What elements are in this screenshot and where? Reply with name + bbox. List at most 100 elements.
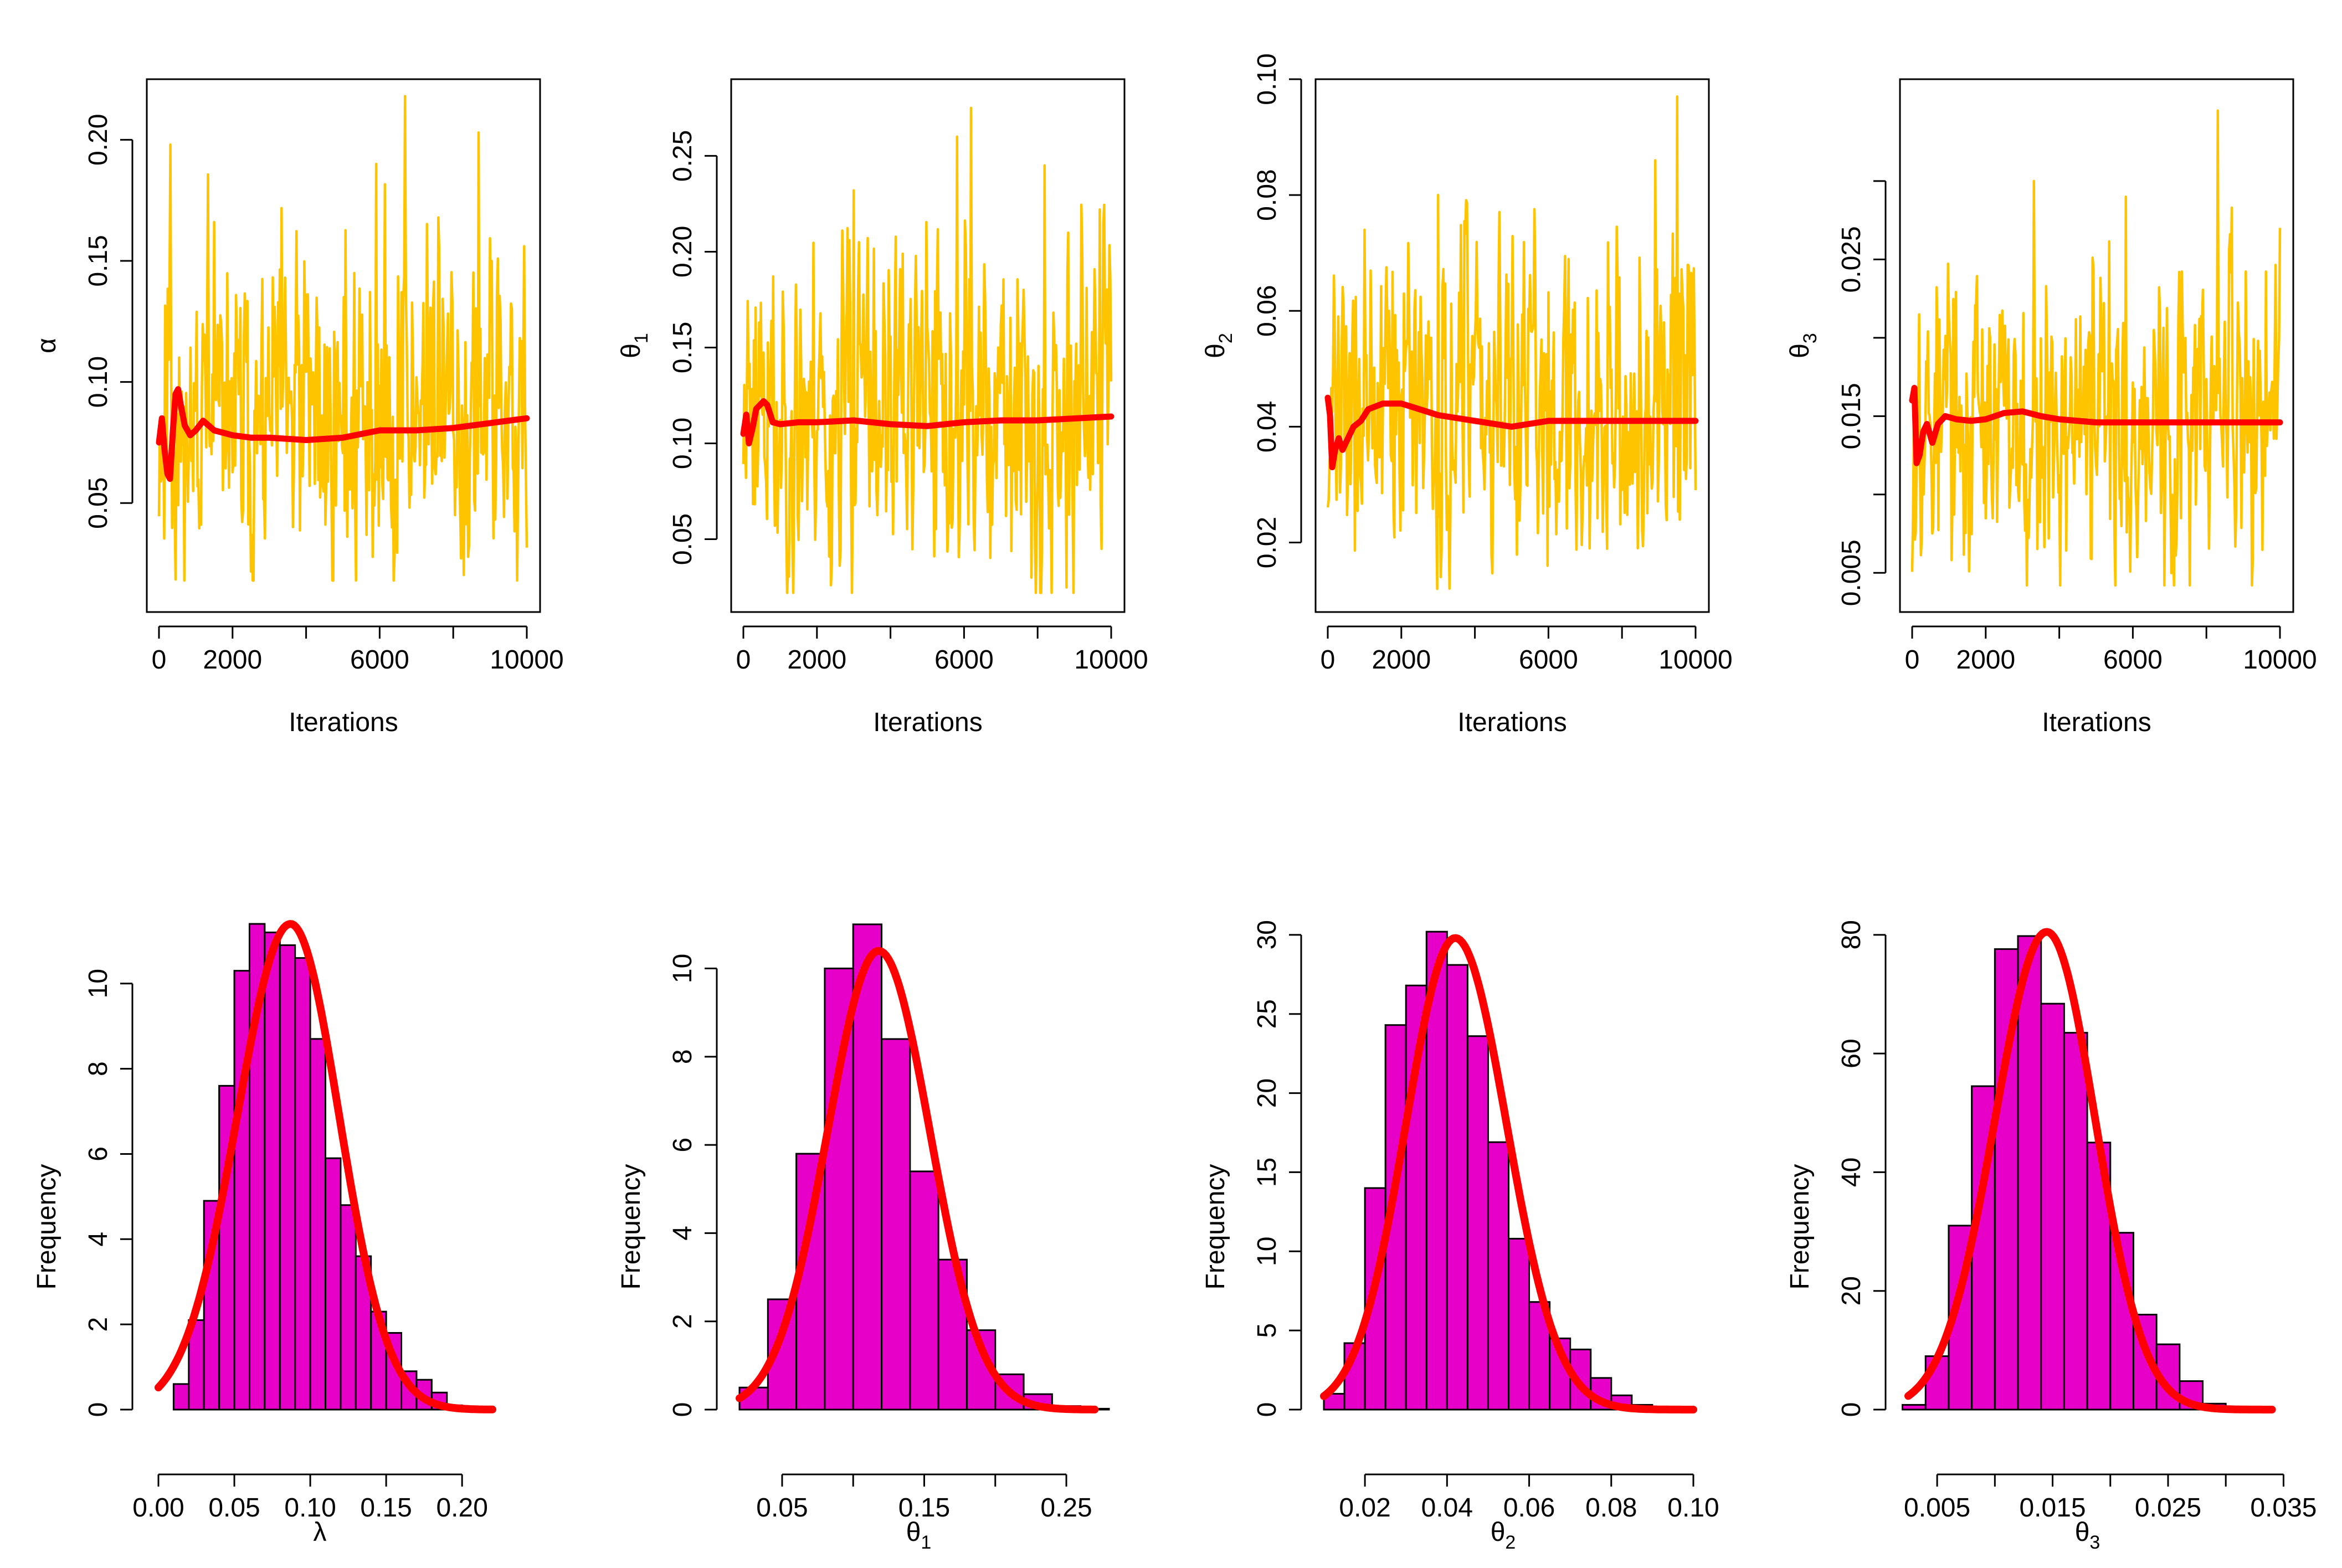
x-tick-label: 0.005 (1904, 1493, 1970, 1523)
y-tick-label: 5 (1252, 1323, 1282, 1338)
x-tick-label: 10000 (2243, 645, 2317, 675)
histogram-bar (909, 1170, 939, 1411)
panel-trace-alpha: 0 2000 6000 10000 Iterations 0.05 0.10 0.15 0.20… (32, 78, 564, 737)
x-tick-label: 10000 (1074, 645, 1148, 675)
panel-hist-theta2: 0.02 0.04 0.06 0.08 0.10θ2051015202530Freque… (1201, 920, 1719, 1553)
plot-box (730, 78, 1126, 613)
x-axis-title: θ3 (2075, 1518, 2100, 1553)
y-tick-label: 20 (1252, 1078, 1282, 1108)
trace-line (742, 106, 1113, 594)
x-tick-label: 0.04 (1421, 1493, 1473, 1523)
histogram-bar (218, 1084, 235, 1411)
y-axis-title: Frequency (617, 1164, 646, 1290)
y-tick-label: 25 (1252, 999, 1282, 1029)
y-axis-title-symbol: α (32, 338, 61, 353)
trace-line (157, 95, 528, 582)
y-tick-label: 0 (1252, 1402, 1282, 1417)
y-tick-label: 0.10 (84, 356, 113, 408)
y-tick-label: 0 (668, 1402, 697, 1417)
histogram-bar (1446, 964, 1468, 1411)
running-mean-line (1324, 394, 1699, 471)
x-tick-label: 10000 (490, 645, 563, 675)
y-axis-title: θ2 (1201, 333, 1236, 358)
x-tick-label: 0.15 (360, 1493, 412, 1523)
x-tick-label: 0 (1321, 645, 1336, 675)
y-tick-label: 10 (84, 969, 113, 998)
x-tick-label: 2000 (1956, 645, 2015, 675)
y-tick-label: 0.10 (668, 418, 697, 469)
plot-box (1899, 78, 2294, 613)
x-axis-title-subscript: 3 (2089, 1532, 2100, 1553)
x-tick-label: 6000 (934, 645, 994, 675)
y-tick-label: 8 (668, 1049, 697, 1064)
histogram-bar (325, 1157, 342, 1411)
histogram-bar (294, 957, 311, 1411)
x-tick-label: 0 (736, 645, 751, 675)
density-curve (736, 947, 1099, 1413)
y-tick-label: 0.10 (1252, 53, 1282, 105)
trace-line (1326, 95, 1697, 590)
histogram-bar (2017, 935, 2042, 1411)
plot-box (1314, 78, 1710, 613)
panel-hist-lambda: 0.00 0.05 0.10 0.15 0.20 λ 0 2 4 6 8 10 Frequency (32, 920, 496, 1547)
y-tick-label: 0.15 (84, 235, 113, 286)
histogram-bar (309, 1038, 326, 1411)
y-tick-label: 6 (668, 1138, 697, 1153)
histogram-bar (852, 923, 883, 1411)
x-tick-label: 0.10 (1667, 1493, 1719, 1523)
panel-trace-theta3: 0 2000 6000 10000 Iterations 0.005 0.015 0.025 θ… (1785, 78, 2317, 737)
y-tick-label: 0.08 (1252, 169, 1282, 220)
x-axis-title: Iterations (1457, 708, 1567, 737)
histogram-bar (264, 931, 281, 1411)
x-axis-title: Iterations (873, 708, 982, 737)
histogram-bar (1487, 1141, 1509, 1411)
histogram-bar (1508, 1237, 1530, 1411)
x-tick-label: 0 (152, 645, 167, 675)
x-axis-title: Iterations (289, 708, 398, 737)
y-tick-label: 15 (1252, 1158, 1282, 1187)
histogram-bar (1528, 1301, 1551, 1411)
x-tick-label: 0.15 (898, 1493, 950, 1523)
trace-line (1910, 109, 2282, 587)
histogram-bar (881, 1038, 911, 1411)
x-axis-title-symbol: θ (1491, 1518, 1506, 1547)
y-tick-label: 0.25 (668, 130, 697, 182)
x-tick-label: 0.25 (1040, 1493, 1092, 1523)
x-axis-title-symbol: θ (906, 1518, 921, 1547)
y-tick-label: 0.15 (668, 322, 697, 373)
y-tick-label: 0.05 (84, 477, 113, 529)
histogram-bar (2040, 1003, 2065, 1411)
y-axis-title: Frequency (1785, 1164, 1815, 1290)
x-tick-label: 6000 (1519, 645, 1578, 675)
y-tick-label: 0.025 (1837, 226, 1866, 292)
running-mean-line (1909, 384, 2283, 466)
running-mean-line (740, 398, 1114, 446)
y-tick-label: 2 (668, 1314, 697, 1329)
x-axis-title: Iterations (2042, 708, 2151, 737)
y-tick-label: 0.20 (668, 226, 697, 277)
histogram-bar (2063, 1032, 2088, 1411)
x-axis-title: λ (314, 1518, 327, 1547)
histogram-bar (1902, 1404, 1927, 1411)
x-tick-label: 0.10 (284, 1493, 336, 1523)
y-tick-label: 4 (668, 1226, 697, 1241)
y-tick-label: 20 (1837, 1276, 1866, 1305)
x-tick-label: 0.20 (436, 1493, 487, 1523)
y-axis-title-symbol: θ (1201, 343, 1230, 358)
plot-box (146, 78, 541, 613)
y-tick-label: 60 (1837, 1039, 1866, 1068)
x-tick-label: 10000 (1658, 645, 1732, 675)
y-axis-title-symbol: θ (1785, 343, 1815, 358)
density-curve (1320, 934, 1697, 1413)
y-axis-title: θ3 (1785, 333, 1821, 358)
y-tick-label: 80 (1837, 920, 1866, 949)
y-tick-label: 10 (1252, 1237, 1282, 1266)
x-axis-title-subscript: 2 (1505, 1532, 1516, 1553)
y-tick-label: 0.05 (668, 513, 697, 565)
x-axis-title-symbol: λ (314, 1518, 327, 1547)
x-tick-label: 2000 (1372, 645, 1431, 675)
panel-trace-theta1: 0 2000 6000 10000 Iterations 0.05 0.10 0.15 0.20… (617, 78, 1148, 737)
histogram-bar (1405, 984, 1427, 1411)
